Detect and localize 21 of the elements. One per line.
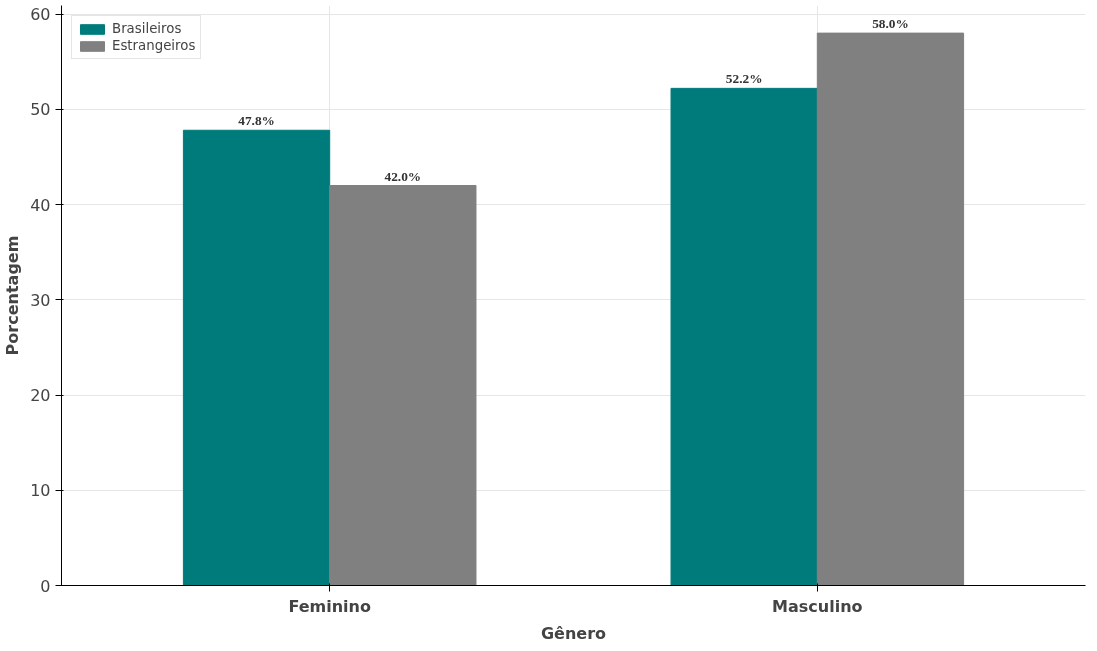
bar: [329, 185, 477, 586]
data-label: 47.8%: [238, 113, 275, 129]
y-tick-label: 20: [30, 386, 51, 406]
x-tick-label: Masculino: [772, 596, 863, 616]
bar: [182, 129, 331, 586]
bar: [670, 87, 818, 586]
y-tick-label: 0: [40, 576, 51, 596]
data-label: 42.0%: [384, 168, 422, 184]
y-tick-label: 30: [30, 290, 51, 310]
y-tick-label: 50: [30, 100, 51, 120]
data-label: 52.2%: [725, 71, 763, 87]
data-label: 58.0%: [872, 16, 909, 32]
bar: [816, 32, 965, 586]
x-tick-label: Feminino: [288, 596, 371, 616]
y-tick-label: 60: [30, 5, 51, 25]
y-tick-label: 40: [30, 195, 51, 215]
x-axis-title: Gênero: [540, 623, 607, 643]
legend-label: Brasileiros: [112, 21, 182, 36]
y-tick-label: 10: [30, 481, 51, 501]
legend-label: Estrangeiros: [112, 38, 196, 53]
y-axis-title: Porcentagem: [3, 235, 23, 356]
